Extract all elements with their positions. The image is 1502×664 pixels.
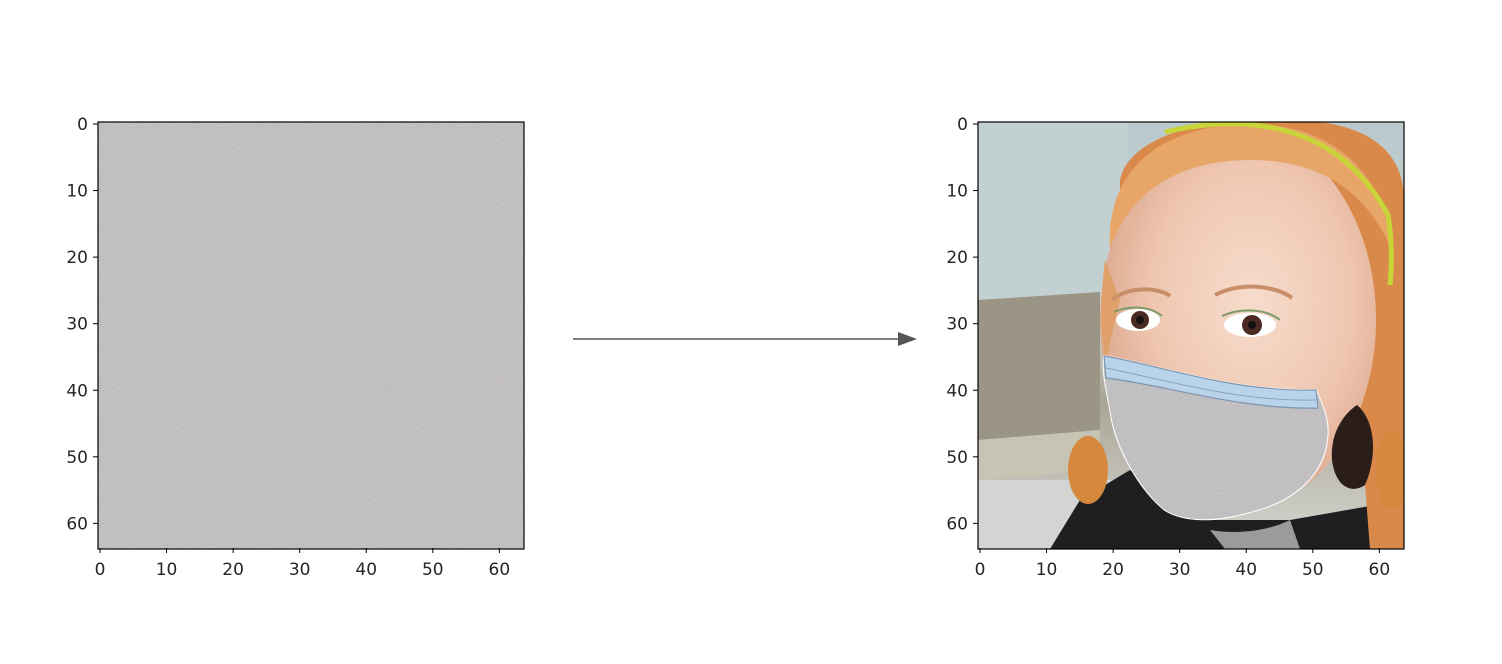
right-x-tick-label: 60 [1369, 560, 1391, 580]
right-x-axis: 0 10 20 30 40 50 60 [975, 548, 1391, 580]
left-y-tick-label: 30 [66, 315, 88, 335]
left-x-tick-label: 20 [222, 560, 244, 580]
right-x-tick-label: 50 [1302, 560, 1324, 580]
left-noise-image [98, 122, 524, 549]
right-y-tick-label: 20 [946, 248, 968, 268]
left-x-tick-label: 10 [156, 560, 178, 580]
right-x-tick-label: 0 [975, 560, 986, 580]
left-x-tick-label: 0 [95, 560, 106, 580]
left-y-tick-label: 20 [66, 248, 88, 268]
right-y-tick-label: 30 [946, 315, 968, 335]
right-x-tick-label: 40 [1235, 560, 1257, 580]
left-panel: 0 10 20 30 40 50 60 0 10 20 30 40 50 60 [66, 115, 525, 580]
right-y-tick-label: 10 [946, 182, 968, 202]
left-x-axis: 0 10 20 30 40 50 60 [95, 548, 511, 580]
left-y-tick-label: 60 [66, 514, 88, 534]
left-x-tick-label: 30 [289, 560, 311, 580]
left-y-axis: 0 10 20 30 40 50 60 [66, 115, 98, 534]
right-x-tick-label: 30 [1169, 560, 1191, 580]
right-y-tick-label: 0 [957, 115, 968, 135]
right-y-tick-label: 50 [946, 448, 968, 468]
right-x-tick-label: 20 [1102, 560, 1124, 580]
left-x-tick-label: 60 [489, 560, 511, 580]
left-y-tick-label: 0 [77, 115, 88, 135]
right-y-tick-label: 40 [946, 381, 968, 401]
left-y-tick-label: 10 [66, 182, 88, 202]
left-axes-frame [97, 121, 525, 550]
right-y-tick-label: 60 [946, 514, 968, 534]
left-y-tick-label: 40 [66, 381, 88, 401]
transform-arrow [573, 332, 917, 346]
left-x-tick-label: 40 [355, 560, 377, 580]
left-y-tick-label: 50 [66, 448, 88, 468]
right-photo [978, 122, 1404, 549]
right-axes-frame [977, 121, 1405, 550]
left-x-tick-label: 50 [422, 560, 444, 580]
right-y-axis: 0 10 20 30 40 50 60 [946, 115, 978, 534]
right-x-tick-label: 10 [1036, 560, 1058, 580]
right-panel: 0 10 20 30 40 50 60 0 10 20 30 40 50 60 [946, 115, 1405, 580]
